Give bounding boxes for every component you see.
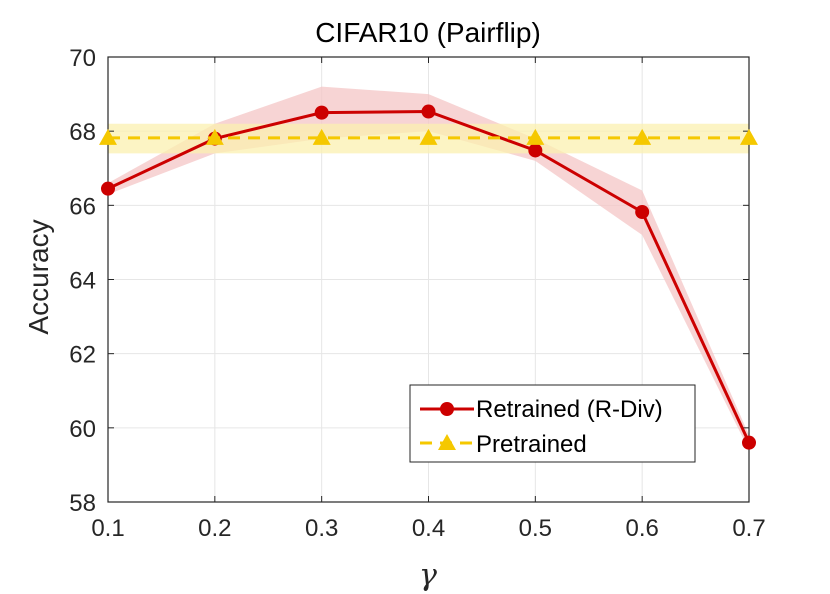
point-series-0-2: [314, 105, 329, 120]
y-tick-labels: 58 60 62 64 66 68 70: [69, 45, 96, 517]
point-series-1-0: [99, 128, 117, 145]
x-tick-label-0: 0.1: [91, 515, 124, 542]
y-tick-label-4: 66: [69, 193, 96, 220]
point-series-1-2: [312, 128, 331, 145]
x-tick-label-1: 0.2: [198, 515, 231, 542]
point-series-0-0: [101, 181, 115, 196]
x-tick-label-4: 0.5: [519, 515, 552, 542]
point-series-1-1: [205, 128, 224, 145]
x-tick-label-2: 0.3: [305, 515, 338, 542]
legend: Retrained (R-Div) Pretrained: [409, 384, 696, 463]
legend-marker-pretrained: [438, 434, 456, 450]
y-tick-label-3: 64: [69, 268, 96, 295]
y-tick-label-6: 70: [69, 45, 96, 72]
band-series-0: [108, 86, 749, 451]
chart-title: CIFAR10 (Pairflip): [315, 17, 541, 48]
y-axis-title: Accuracy: [23, 219, 54, 334]
x-axis-title: γ: [419, 558, 437, 593]
point-series-0-5: [635, 205, 650, 220]
x-tick-label-6: 0.7: [732, 515, 765, 542]
legend-box: [409, 384, 696, 463]
legend-label-pretrained: Pretrained: [476, 431, 587, 458]
x-tick-labels: 0.1 0.2 0.3 0.4 0.5 0.6 0.7: [91, 515, 765, 542]
axes: [107, 56, 750, 503]
legend-label-retrained: Retrained (R-Div): [476, 396, 663, 423]
y-tick-label-0: 58: [69, 490, 96, 517]
point-series-0-6: [742, 435, 756, 450]
x-tick-label-5: 0.6: [625, 515, 658, 542]
x-tick-label-3: 0.4: [412, 515, 445, 542]
point-series-0-4: [528, 143, 543, 158]
point-series-1-3: [419, 128, 438, 145]
point-series-1-6: [740, 128, 758, 145]
series-lines: [99, 104, 758, 450]
point-series-1-5: [633, 128, 652, 145]
point-series-1-4: [526, 128, 545, 145]
y-tick-label-1: 60: [69, 416, 96, 443]
point-series-0-3: [421, 104, 436, 119]
y-tick-label-5: 68: [69, 119, 96, 146]
legend-marker-retrained: [440, 402, 454, 416]
y-tick-label-2: 62: [69, 342, 96, 369]
